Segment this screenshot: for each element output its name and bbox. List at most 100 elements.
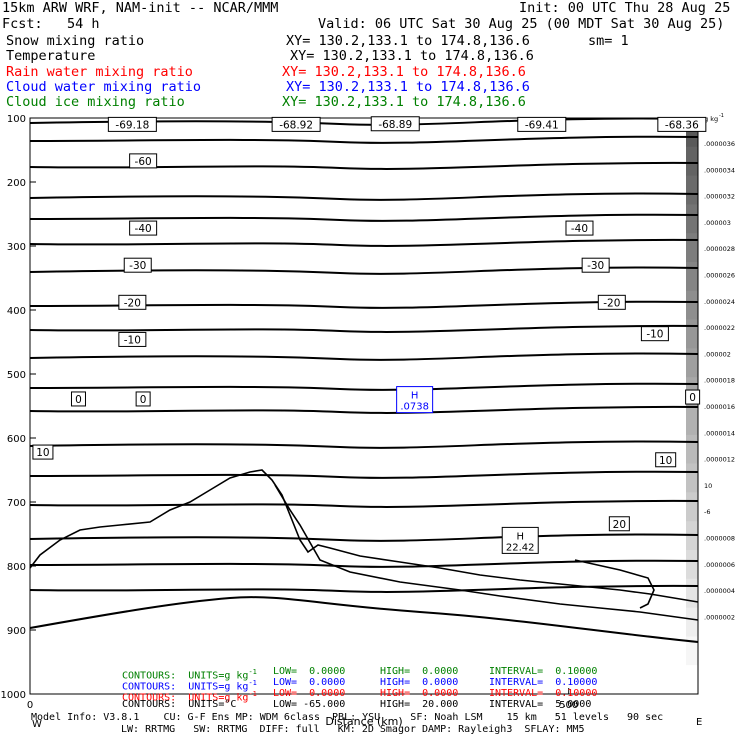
colorbar-swatch: [686, 665, 698, 695]
contour-labels: -69.18 -68.92 -68.89 -69.41 -68.36-60-40 -40-…: [32, 116, 707, 554]
contour-interval: INTERVAL= 0.10000: [489, 666, 598, 677]
x-axis-label: Distance (km): [325, 715, 402, 728]
contour-high: HIGH= 0.0000: [380, 688, 459, 699]
terrain: [29, 469, 699, 621]
colorbar-swatch: [686, 348, 698, 378]
temperature-label: 10: [36, 447, 49, 459]
colorbar-label: .0000006: [704, 561, 735, 569]
colorbar-label: .0000032: [704, 193, 735, 201]
temperature-20-contour: [574, 559, 655, 609]
colorbar-label: .000003: [704, 219, 731, 227]
isotherm-line: [29, 533, 699, 542]
temperature-label-box: [118, 294, 147, 310]
isotherm-line: [29, 440, 699, 449]
contour-interval: INTERVAL= 0.10000: [489, 677, 598, 688]
contour-low: LOW= -65.000: [273, 699, 346, 710]
temperature-label: -60: [135, 156, 152, 168]
temperature-label-box: [129, 153, 158, 169]
colorbar-label: .0000002: [704, 613, 735, 621]
temperature-label: 0: [75, 394, 82, 406]
contour-interval: INTERVAL= 0.10000: [489, 688, 598, 699]
y-tick-label: 600: [7, 434, 26, 445]
colorbar-label: .0000012: [704, 456, 735, 464]
temperature-label: -68.92: [279, 119, 313, 131]
contour-units: CONTOURS: UNITS=g kg-1: [122, 679, 257, 693]
temperature-label: -69.41: [525, 119, 559, 131]
colorbar-label: .0000036: [704, 140, 735, 148]
field-temp-xy: XY= 130.2,133.1 to 174.8,136.6: [290, 48, 534, 64]
isotherm-line: [29, 559, 699, 568]
contour-units-sup: -1: [248, 679, 257, 687]
temperature-label-box: [107, 116, 157, 132]
colorbar-swatch: [686, 204, 698, 234]
field-rain-name: Rain water mixing ratio: [6, 64, 193, 80]
colorbar-swatch: [686, 550, 698, 580]
colorbar-swatch: [686, 233, 698, 263]
y-tick-label: 900: [7, 626, 26, 637]
y-tick-label: 100: [7, 114, 26, 125]
x-tick-label: 500: [559, 700, 578, 711]
temperature-label: 10: [659, 455, 672, 467]
y-tick-label: 500: [7, 370, 26, 381]
terrain-profile: [29, 469, 699, 603]
x-tick-label: 0: [27, 700, 33, 711]
contour-units-sup: -1: [248, 690, 257, 698]
isotherm-line: [29, 238, 699, 247]
isotherm-line: [29, 499, 699, 508]
field-snow-name: Snow mixing ratio: [6, 33, 145, 49]
temperature-label-box: [129, 220, 158, 236]
colorbar-label: .0000014: [704, 429, 735, 437]
colorbar-swatch: [686, 578, 698, 609]
temperature-label-box: [517, 116, 567, 132]
surface-contour: [274, 484, 699, 621]
temperature-label: 20: [613, 519, 626, 531]
header-valid: Valid: 06 UTC Sat 30 Aug 25 (00 MDT Sat …: [318, 16, 725, 32]
isotherm-line: [29, 352, 699, 361]
isotherm-line: [29, 470, 699, 479]
extremum-value: 22.42: [506, 542, 535, 553]
temperature-label: -10: [646, 329, 663, 341]
field-cloudwater-name: Cloud water mixing ratio: [6, 79, 202, 95]
colorbar-label: .000002: [704, 350, 731, 358]
temperature-label-box: [597, 294, 626, 310]
contour-high: HIGH= 0.0000: [380, 666, 459, 677]
contour-units: CONTOURS: UNITS=g kg-1: [122, 668, 257, 682]
header-init: Init: 00 UTC Thu 28 Aug 25: [519, 0, 731, 16]
colorbar-label: .0000008: [704, 535, 735, 543]
contour-low: LOW= 0.0000: [273, 666, 346, 677]
colorbar-swatch: [686, 175, 698, 205]
temperature-label-box: [581, 257, 610, 273]
colorbar-label: .0000028: [704, 245, 735, 253]
plot-frame: [29, 117, 699, 695]
isotherm-line: [29, 213, 699, 222]
contour-units-sup: -1: [248, 668, 257, 676]
contour-units: CONTOURS: UNITS=°C: [122, 699, 237, 710]
isotherms: [29, 117, 699, 643]
x-end-label-west: W: [32, 719, 42, 730]
temperature-label-box: [370, 116, 420, 132]
extremum-mark: H: [516, 531, 524, 542]
extremum-box: [396, 386, 434, 414]
temperature-label: -10: [124, 334, 141, 346]
temperature-label: -68.36: [665, 119, 699, 131]
field-snow-xy: XY= 130.2,133.1 to 174.8,136.6: [286, 33, 530, 49]
extremum-value: .0738: [400, 402, 429, 413]
colorbar-swatch: [686, 636, 698, 666]
extremum-box: [501, 526, 539, 554]
temperature-label-box: [32, 444, 54, 460]
colorbar-label: .0000016: [704, 403, 735, 411]
isotherm-line: [29, 135, 699, 144]
colorbar-label: -6: [704, 508, 710, 516]
isotherm-line: [29, 405, 699, 414]
y-tick-label: 400: [7, 306, 26, 317]
x-end-label-east: E: [696, 717, 702, 728]
y-tick-label: 300: [7, 242, 26, 253]
temperature-label-box: [565, 220, 594, 236]
temperature-label: 0: [140, 394, 147, 406]
contour-high: HIGH= 0.0000: [380, 677, 459, 688]
contour-units: CONTOURS: UNITS=g kg-1: [122, 690, 257, 704]
temperature-label-box: [70, 391, 86, 407]
field-cloudwater-xy: XY= 130.2,133.1 to 174.8,136.6: [286, 79, 530, 95]
